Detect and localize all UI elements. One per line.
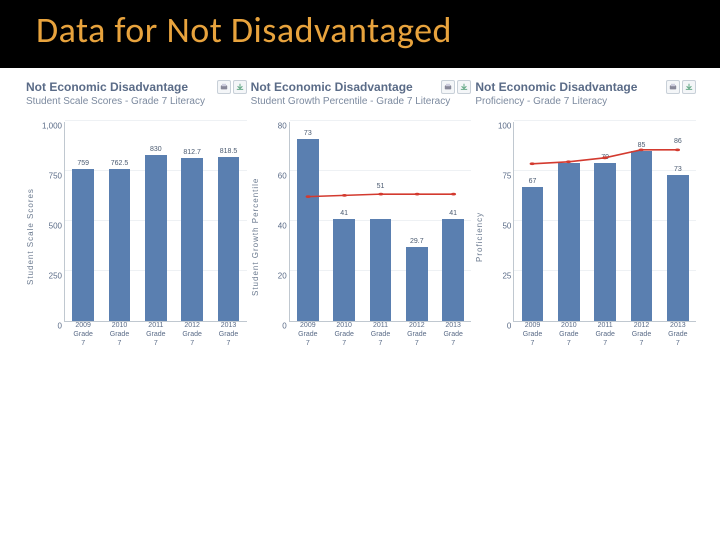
download-icon[interactable] (457, 80, 471, 94)
y-axis-label: Student Scale Scores (26, 122, 38, 352)
y-tick: 20 (278, 272, 287, 281)
y-ticks: 020406080 (263, 122, 289, 322)
bar-value-label: 818.5 (220, 148, 238, 155)
download-icon[interactable] (682, 80, 696, 94)
y-tick: 0 (507, 322, 511, 331)
panel-subtitle: Student Growth Percentile - Grade 7 Lite… (251, 96, 472, 108)
y-ticks: 02505007501,000 (38, 122, 64, 322)
x-tick: 2012Grade7 (172, 321, 212, 348)
line-overlay (290, 122, 472, 321)
y-tick: 0 (58, 322, 62, 331)
x-ticks: 2009Grade72010Grade72011Grade72012Grade7… (290, 321, 472, 351)
line-overlay (514, 122, 696, 321)
grid-line (65, 120, 247, 121)
chart-panel: Not Economic Disadvantage Proficiency - G… (475, 80, 696, 380)
bar-value-label: 812.7 (183, 149, 201, 156)
plot-wrap: Proficiency 0 25 50 75 10067798573862009Grade… (475, 122, 696, 352)
print-icon[interactable] (217, 80, 231, 94)
y-tick: 100 (498, 122, 511, 131)
x-tick: 2011Grade7 (361, 321, 401, 348)
y-tick: 50 (502, 222, 511, 231)
x-tick: 2011Grade7 (585, 321, 625, 348)
bar-value-label: 762.5 (111, 160, 129, 167)
grid-line (514, 120, 696, 121)
x-tick: 2012Grade7 (622, 321, 662, 348)
y-axis-label: Proficiency (475, 122, 487, 352)
y-tick: 75 (502, 172, 511, 181)
x-tick: 2013Grade7 (433, 321, 473, 348)
x-ticks: 2009Grade72010Grade72011Grade72012Grade7… (65, 321, 247, 351)
y-tick: 1,000 (42, 122, 62, 131)
x-tick: 2010Grade7 (549, 321, 589, 348)
bar (72, 169, 94, 321)
bar-value-label: 759 (77, 160, 89, 167)
y-tick: 500 (49, 222, 62, 231)
y-tick: 80 (278, 122, 287, 131)
panel-header: Not Economic Disadvantage Student Scale S… (26, 80, 247, 122)
x-tick: 2010Grade7 (324, 321, 364, 348)
title-bar: Data for Not Disadvantaged (0, 0, 720, 68)
plot-wrap: Student Growth Percentile 0 20 40 60 80734129… (251, 122, 472, 352)
plot-area: 734129.741512009Grade72010Grade72011Grad… (289, 122, 472, 322)
x-tick: 2010Grade7 (100, 321, 140, 348)
panel-title: Not Economic Disadvantage (475, 80, 696, 94)
print-icon[interactable] (666, 80, 680, 94)
line-value-label: 86 (674, 138, 682, 145)
x-tick: 2009Grade7 (63, 321, 103, 348)
x-tick: 2013Grade7 (209, 321, 249, 348)
x-tick: 2012Grade7 (397, 321, 437, 348)
y-axis-label: Student Growth Percentile (251, 122, 263, 352)
panel-title: Not Economic Disadvantage (26, 80, 247, 94)
bar (218, 157, 240, 321)
y-tick: 25 (502, 272, 511, 281)
x-tick: 2011Grade7 (136, 321, 176, 348)
y-tick: 60 (278, 172, 287, 181)
page-title: Data for Not Disadvantaged (36, 8, 720, 52)
chart-panel: Not Economic Disadvantage Student Growth … (251, 80, 472, 380)
y-tick: 250 (49, 272, 62, 281)
y-ticks: 0255075100 (487, 122, 513, 322)
plot-area: 759762.5830812.7818.52009Grade72010Grade… (64, 122, 247, 322)
bar (145, 155, 167, 321)
line-value-label: 51 (377, 183, 385, 190)
panel-title: Not Economic Disadvantage (251, 80, 472, 94)
bar-value-label: 830 (150, 146, 162, 153)
plot-area: 67798573862009Grade72010Grade72011Grade7… (513, 122, 696, 322)
x-tick: 2009Grade7 (513, 321, 553, 348)
x-tick: 2013Grade7 (658, 321, 698, 348)
y-tick: 40 (278, 222, 287, 231)
panel-header: Not Economic Disadvantage Proficiency - G… (475, 80, 696, 122)
x-ticks: 2009Grade72010Grade72011Grade72012Grade7… (514, 321, 696, 351)
y-tick: 0 (282, 322, 286, 331)
x-tick: 2009Grade7 (288, 321, 328, 348)
bar (109, 169, 131, 322)
panel-subtitle: Student Scale Scores - Grade 7 Literacy (26, 96, 247, 108)
grid-line (290, 120, 472, 121)
charts-row: Not Economic Disadvantage Student Scale S… (26, 80, 696, 380)
panel-header: Not Economic Disadvantage Student Growth … (251, 80, 472, 122)
download-icon[interactable] (233, 80, 247, 94)
bar (181, 158, 203, 321)
y-tick: 750 (49, 172, 62, 181)
print-icon[interactable] (441, 80, 455, 94)
panel-subtitle: Proficiency - Grade 7 Literacy (475, 96, 696, 108)
plot-wrap: Student Scale Scores 0 250 500 750 1,000 759 76… (26, 122, 247, 352)
chart-panel: Not Economic Disadvantage Student Scale S… (26, 80, 247, 380)
